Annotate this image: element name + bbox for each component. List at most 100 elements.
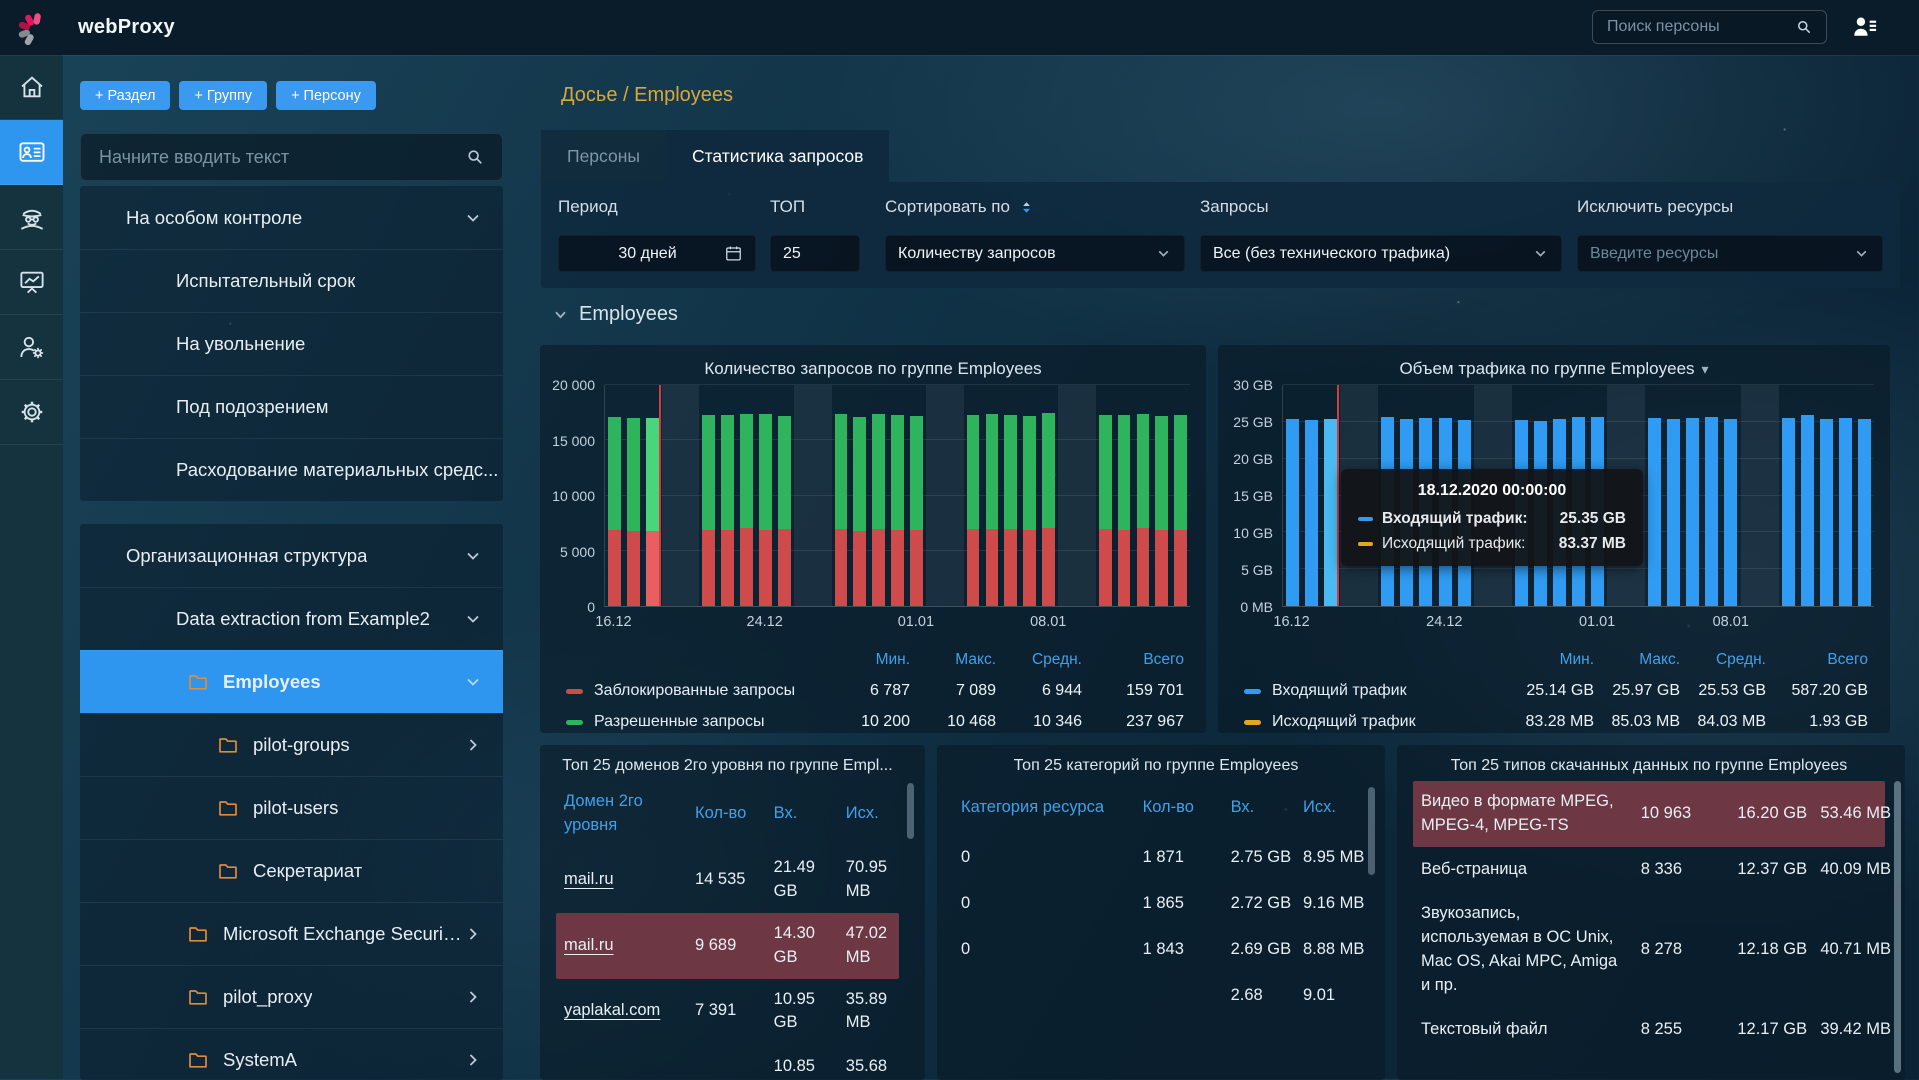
column-header[interactable]: Кол-во (1142, 798, 1194, 817)
chart-bar-slot[interactable] (1798, 385, 1817, 606)
bar[interactable] (1117, 385, 1131, 606)
chart-bar-slot[interactable] (1302, 385, 1321, 606)
chart-bar-slot[interactable] (643, 385, 662, 606)
chart-bar-slot[interactable] (832, 385, 851, 606)
chart-bar-slot[interactable] (1134, 385, 1153, 606)
bar[interactable] (1667, 385, 1681, 606)
table-row[interactable]: Звукозапись, используемая в ОС Unix, Mac… (1413, 893, 1891, 1007)
bar[interactable] (626, 385, 640, 606)
chart-bar-slot[interactable] (1039, 385, 1058, 606)
column-header[interactable]: Кол-во (694, 803, 747, 822)
chart-bar-slot[interactable] (964, 385, 983, 606)
bar[interactable] (1136, 385, 1150, 606)
sidebar-search-input[interactable] (97, 145, 464, 169)
bar[interactable] (1781, 385, 1795, 606)
table-row[interactable]: Текстовый файл 8 255 12.17 GB 39.42 MB (1413, 1007, 1891, 1053)
chart-bar-slot[interactable] (775, 385, 794, 606)
chart-bar-slot[interactable] (1020, 385, 1039, 606)
add-group-button[interactable]: + Группу (179, 81, 268, 110)
bar[interactable] (1857, 385, 1871, 606)
section-employees-header[interactable]: Employees (553, 303, 678, 326)
sidebar-tree-item[interactable]: На увольнение (80, 312, 503, 375)
chart-bar-slot[interactable] (1283, 385, 1302, 606)
bar[interactable] (1023, 385, 1037, 606)
filter-exclude-resources-input[interactable]: Введите ресурсы (1577, 235, 1883, 272)
sidebar-tree-item[interactable]: Под подозрением (80, 375, 503, 438)
bar[interactable] (1305, 385, 1319, 606)
chevron-right-icon[interactable] (463, 924, 483, 944)
bar[interactable] (777, 385, 791, 606)
chart-bar-slot[interactable] (1115, 385, 1134, 606)
domain-link[interactable]: mail.ru (564, 935, 614, 954)
chevron-right-icon[interactable] (463, 735, 483, 755)
chart-bar-slot[interactable] (1683, 385, 1702, 606)
add-person-button[interactable]: + Персону (276, 81, 376, 110)
bar[interactable] (1724, 385, 1738, 606)
sidebar-tree-item[interactable]: Секретариат (80, 839, 503, 902)
chevron-down-icon[interactable] (463, 672, 483, 692)
sidebar-tree-item[interactable]: Data extraction from Example2 (80, 587, 503, 650)
table-row[interactable]: yaplakal.com 7 391 10.95 GB 35.89 MB (556, 979, 899, 1045)
chart-bar-slot[interactable] (1096, 385, 1115, 606)
rail-item-officer[interactable] (0, 185, 63, 250)
chart-bar-slot[interactable] (605, 385, 624, 606)
bar[interactable] (645, 385, 659, 606)
table-row[interactable]: 0 1 871 2.75 GB 8.95 MB (953, 835, 1364, 881)
column-header[interactable]: Категория ресурса (961, 798, 1104, 817)
bar[interactable] (1286, 385, 1299, 606)
chart-bar-slot[interactable] (1321, 385, 1340, 606)
chart-bar-slot[interactable] (1836, 385, 1855, 606)
chart-bar-slot[interactable] (624, 385, 643, 606)
sort-direction-icon[interactable] (1019, 199, 1034, 216)
bar[interactable] (759, 385, 772, 606)
sidebar-tree-item[interactable]: pilot-users (80, 776, 503, 839)
chart-bar-slot[interactable] (1664, 385, 1683, 606)
column-header[interactable]: Вх. (1230, 798, 1255, 817)
sidebar-tree-item[interactable]: Microsoft Exchange Security ... (80, 902, 503, 965)
chevron-down-icon[interactable] (463, 546, 483, 566)
tab-request-statistics[interactable]: Статистика запросов (665, 130, 890, 182)
sidebar-tree-item[interactable]: Организационная структура (80, 524, 503, 587)
sidebar-tree-item[interactable]: Employees (80, 650, 503, 713)
filter-sort-by-input[interactable]: Количеству запросов (885, 235, 1185, 272)
bar[interactable] (1705, 385, 1719, 606)
domain-link[interactable]: mail.ru (564, 869, 614, 888)
chart-bar-slot[interactable] (1855, 385, 1874, 606)
sidebar-tree-item[interactable]: Испытательный срок (80, 249, 503, 312)
chevron-down-icon[interactable] (463, 609, 483, 629)
person-search-input[interactable] (1605, 17, 1794, 37)
table-row[interactable]: Видео в формате MPEG, MPEG-4, MPEG-TS 10 … (1413, 781, 1891, 847)
search-icon[interactable] (464, 146, 486, 168)
bar[interactable] (702, 385, 716, 606)
chart-bar-slot[interactable] (1171, 385, 1190, 606)
sidebar-search[interactable] (80, 133, 503, 181)
calendar-icon[interactable] (724, 244, 743, 263)
bar[interactable] (1648, 385, 1662, 606)
bar[interactable] (966, 385, 980, 606)
chart-menu-caret-icon[interactable]: ▾ (1701, 360, 1709, 377)
person-search[interactable] (1592, 10, 1827, 44)
bar[interactable] (891, 385, 904, 606)
bar[interactable] (1838, 385, 1852, 606)
filter-top-input[interactable]: 25 (770, 235, 860, 272)
chevron-down-icon[interactable] (1532, 245, 1549, 262)
bar[interactable] (1324, 385, 1338, 606)
chart-bar-slot[interactable] (869, 385, 888, 606)
chart-bar-slot[interactable] (983, 385, 1002, 606)
bar[interactable] (872, 385, 886, 606)
chart-bar-slot[interactable] (1817, 385, 1836, 606)
bar[interactable] (1800, 385, 1814, 606)
rail-item-dossier[interactable] (0, 120, 63, 185)
sidebar-tree-item[interactable]: Расходование материальных средс... (80, 438, 503, 501)
bar[interactable] (721, 385, 735, 606)
table-row[interactable]: 0 1 843 2.69 GB 8.88 MB (953, 927, 1364, 973)
bar[interactable] (834, 385, 848, 606)
bar[interactable] (910, 385, 923, 606)
sidebar-tree-item[interactable]: На особом контроле (80, 186, 503, 249)
chart-bar-slot[interactable] (1721, 385, 1740, 606)
bar[interactable] (1098, 385, 1112, 606)
table-row[interactable]: 10.85 35.68 (556, 1044, 899, 1080)
chart-bar-slot[interactable] (756, 385, 775, 606)
chart-bar-slot[interactable] (699, 385, 718, 606)
filter-requests-input[interactable]: Все (без технического трафика) (1200, 235, 1562, 272)
